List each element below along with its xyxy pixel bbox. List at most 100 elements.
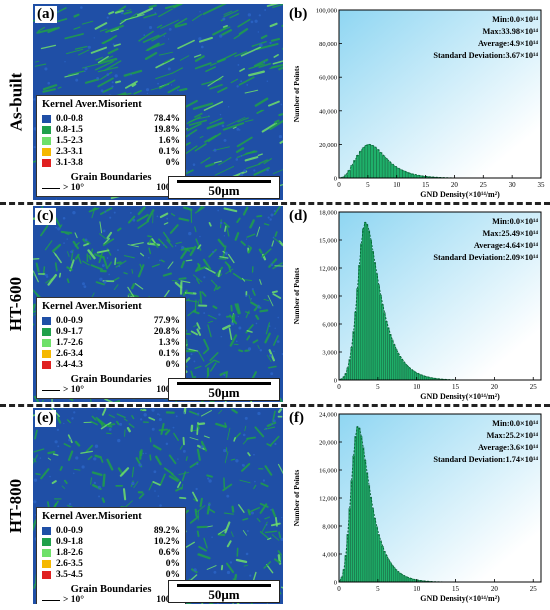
kam-map-grain <box>116 413 126 419</box>
kam-map-speckle <box>177 89 179 91</box>
kam-map-speckle <box>151 408 155 412</box>
kam-map-grain <box>264 530 278 534</box>
kam-map-grain <box>189 437 199 441</box>
histogram-bar <box>347 170 351 179</box>
legend-percent: 77.9% <box>153 315 180 326</box>
kam-map-grain <box>261 521 268 532</box>
kam-map-grain <box>126 9 132 12</box>
kam-map-grain <box>267 537 272 541</box>
kam-map-speckle <box>199 11 201 13</box>
y-tick-label: 3,000 <box>322 350 337 357</box>
kam-map-grain <box>192 274 203 283</box>
kam-map-grain <box>177 39 195 50</box>
legend-swatch <box>42 327 51 336</box>
kam-map-grain <box>125 80 138 89</box>
legend-range: 0.8-1.5 <box>56 124 83 135</box>
kam-map-grain <box>218 528 227 535</box>
x-tick-label: 10 <box>413 383 421 391</box>
kam-map-speckle <box>222 17 226 21</box>
kam-map-grain <box>152 481 161 486</box>
kam-map-grain <box>114 9 124 14</box>
histogram-bar <box>400 358 404 381</box>
kam-map-grain <box>236 150 256 159</box>
legend-range: 0.9-1.7 <box>56 326 83 337</box>
kam-map-grain <box>187 299 199 303</box>
kam-map-grain <box>108 414 115 418</box>
histogram-bar <box>422 375 425 381</box>
kam-map-grain <box>170 213 176 217</box>
kam-map-grain <box>160 19 179 29</box>
kam-map-grain <box>178 472 190 475</box>
kam-map-grain <box>224 422 227 428</box>
kam-map-grain <box>197 262 202 270</box>
kam-map-speckle <box>100 89 104 93</box>
histogram-bar <box>356 155 360 179</box>
kam-map-speckle <box>240 80 243 83</box>
kam-map-grain <box>113 277 120 282</box>
kam-map-speckle <box>111 85 114 88</box>
histogram-bar <box>414 371 417 381</box>
kam-map-speckle <box>57 10 60 13</box>
kam-map-grain <box>163 59 171 64</box>
histogram-bar <box>348 359 351 381</box>
kam-map-grain <box>273 206 281 216</box>
kam-map-grain <box>203 338 210 350</box>
kam-map-grain <box>123 418 128 422</box>
kam-map-grain <box>178 217 190 222</box>
kam-map-speckle <box>207 477 210 480</box>
x-tick-label: 15 <box>422 181 430 189</box>
kam-map-grain <box>54 262 58 272</box>
kam-map-grain <box>271 290 278 294</box>
x-tick-label: 30 <box>509 181 516 189</box>
legend-range: 1.8-2.6 <box>56 547 83 558</box>
legend-swatch <box>42 114 51 123</box>
kam-map-speckle <box>156 215 159 218</box>
kam-map-speckle <box>281 516 283 519</box>
kam-map-speckle <box>183 412 186 414</box>
stats-line: Max:33.98×10¹⁴ <box>482 27 538 36</box>
legend-percent: 0% <box>165 359 180 370</box>
kam-map-speckle <box>182 449 186 453</box>
kam-map-speckle <box>39 457 42 459</box>
kam-map-grain <box>167 85 180 94</box>
histogram-bar <box>369 497 372 583</box>
legend-item: 0.9-1.7 20.8% <box>42 326 180 337</box>
kam-map-grain <box>99 221 103 234</box>
kam-map-grain <box>187 348 199 352</box>
kam-map-speckle <box>281 352 283 356</box>
kam-map-grain <box>36 27 57 34</box>
kam-map-speckle <box>49 475 51 478</box>
histogram-bar <box>364 145 368 179</box>
legend-item: 0.0-0.8 78.4% <box>42 113 180 124</box>
kam-map-speckle <box>33 500 37 504</box>
kam-map-grain <box>252 289 256 296</box>
kam-map-grain <box>231 505 235 513</box>
kam-map-speckle <box>140 418 143 421</box>
histogram-bar <box>402 361 406 381</box>
kam-map-grain <box>66 278 70 284</box>
kam-map-speckle <box>168 27 172 31</box>
kam-map-grain <box>271 508 277 518</box>
kam-map-grain <box>102 255 109 270</box>
kam-map-speckle <box>266 168 269 172</box>
kam-map-speckle <box>274 327 276 329</box>
kam-map-grain <box>259 309 269 313</box>
kam-map-speckle <box>276 340 280 343</box>
kam-map-grain <box>168 475 179 483</box>
histogram-bar <box>410 369 413 381</box>
kam-map-grain <box>113 284 119 290</box>
kam-map-grain <box>256 517 261 523</box>
kam-map-grain <box>242 279 253 282</box>
gnd-histogram-svg: 0 3,000 6,000 9,000 12,000 15,000 18,000 0 5 10 15… <box>289 208 542 401</box>
kam-map-speckle <box>219 221 223 225</box>
kam-map-speckle <box>221 124 225 128</box>
histogram-bar <box>381 304 384 381</box>
legend-item: 2.6-3.5 0% <box>42 558 180 569</box>
kam-map-speckle <box>270 263 274 266</box>
x-tick-label: 20 <box>491 585 499 593</box>
x-axis-label: GND Density(×10¹⁴/m²) <box>420 392 500 401</box>
kam-map-grain <box>171 473 180 481</box>
kam-map-speckle <box>142 452 144 455</box>
kam-map-speckle <box>97 408 101 410</box>
kam-map-speckle <box>80 6 83 9</box>
